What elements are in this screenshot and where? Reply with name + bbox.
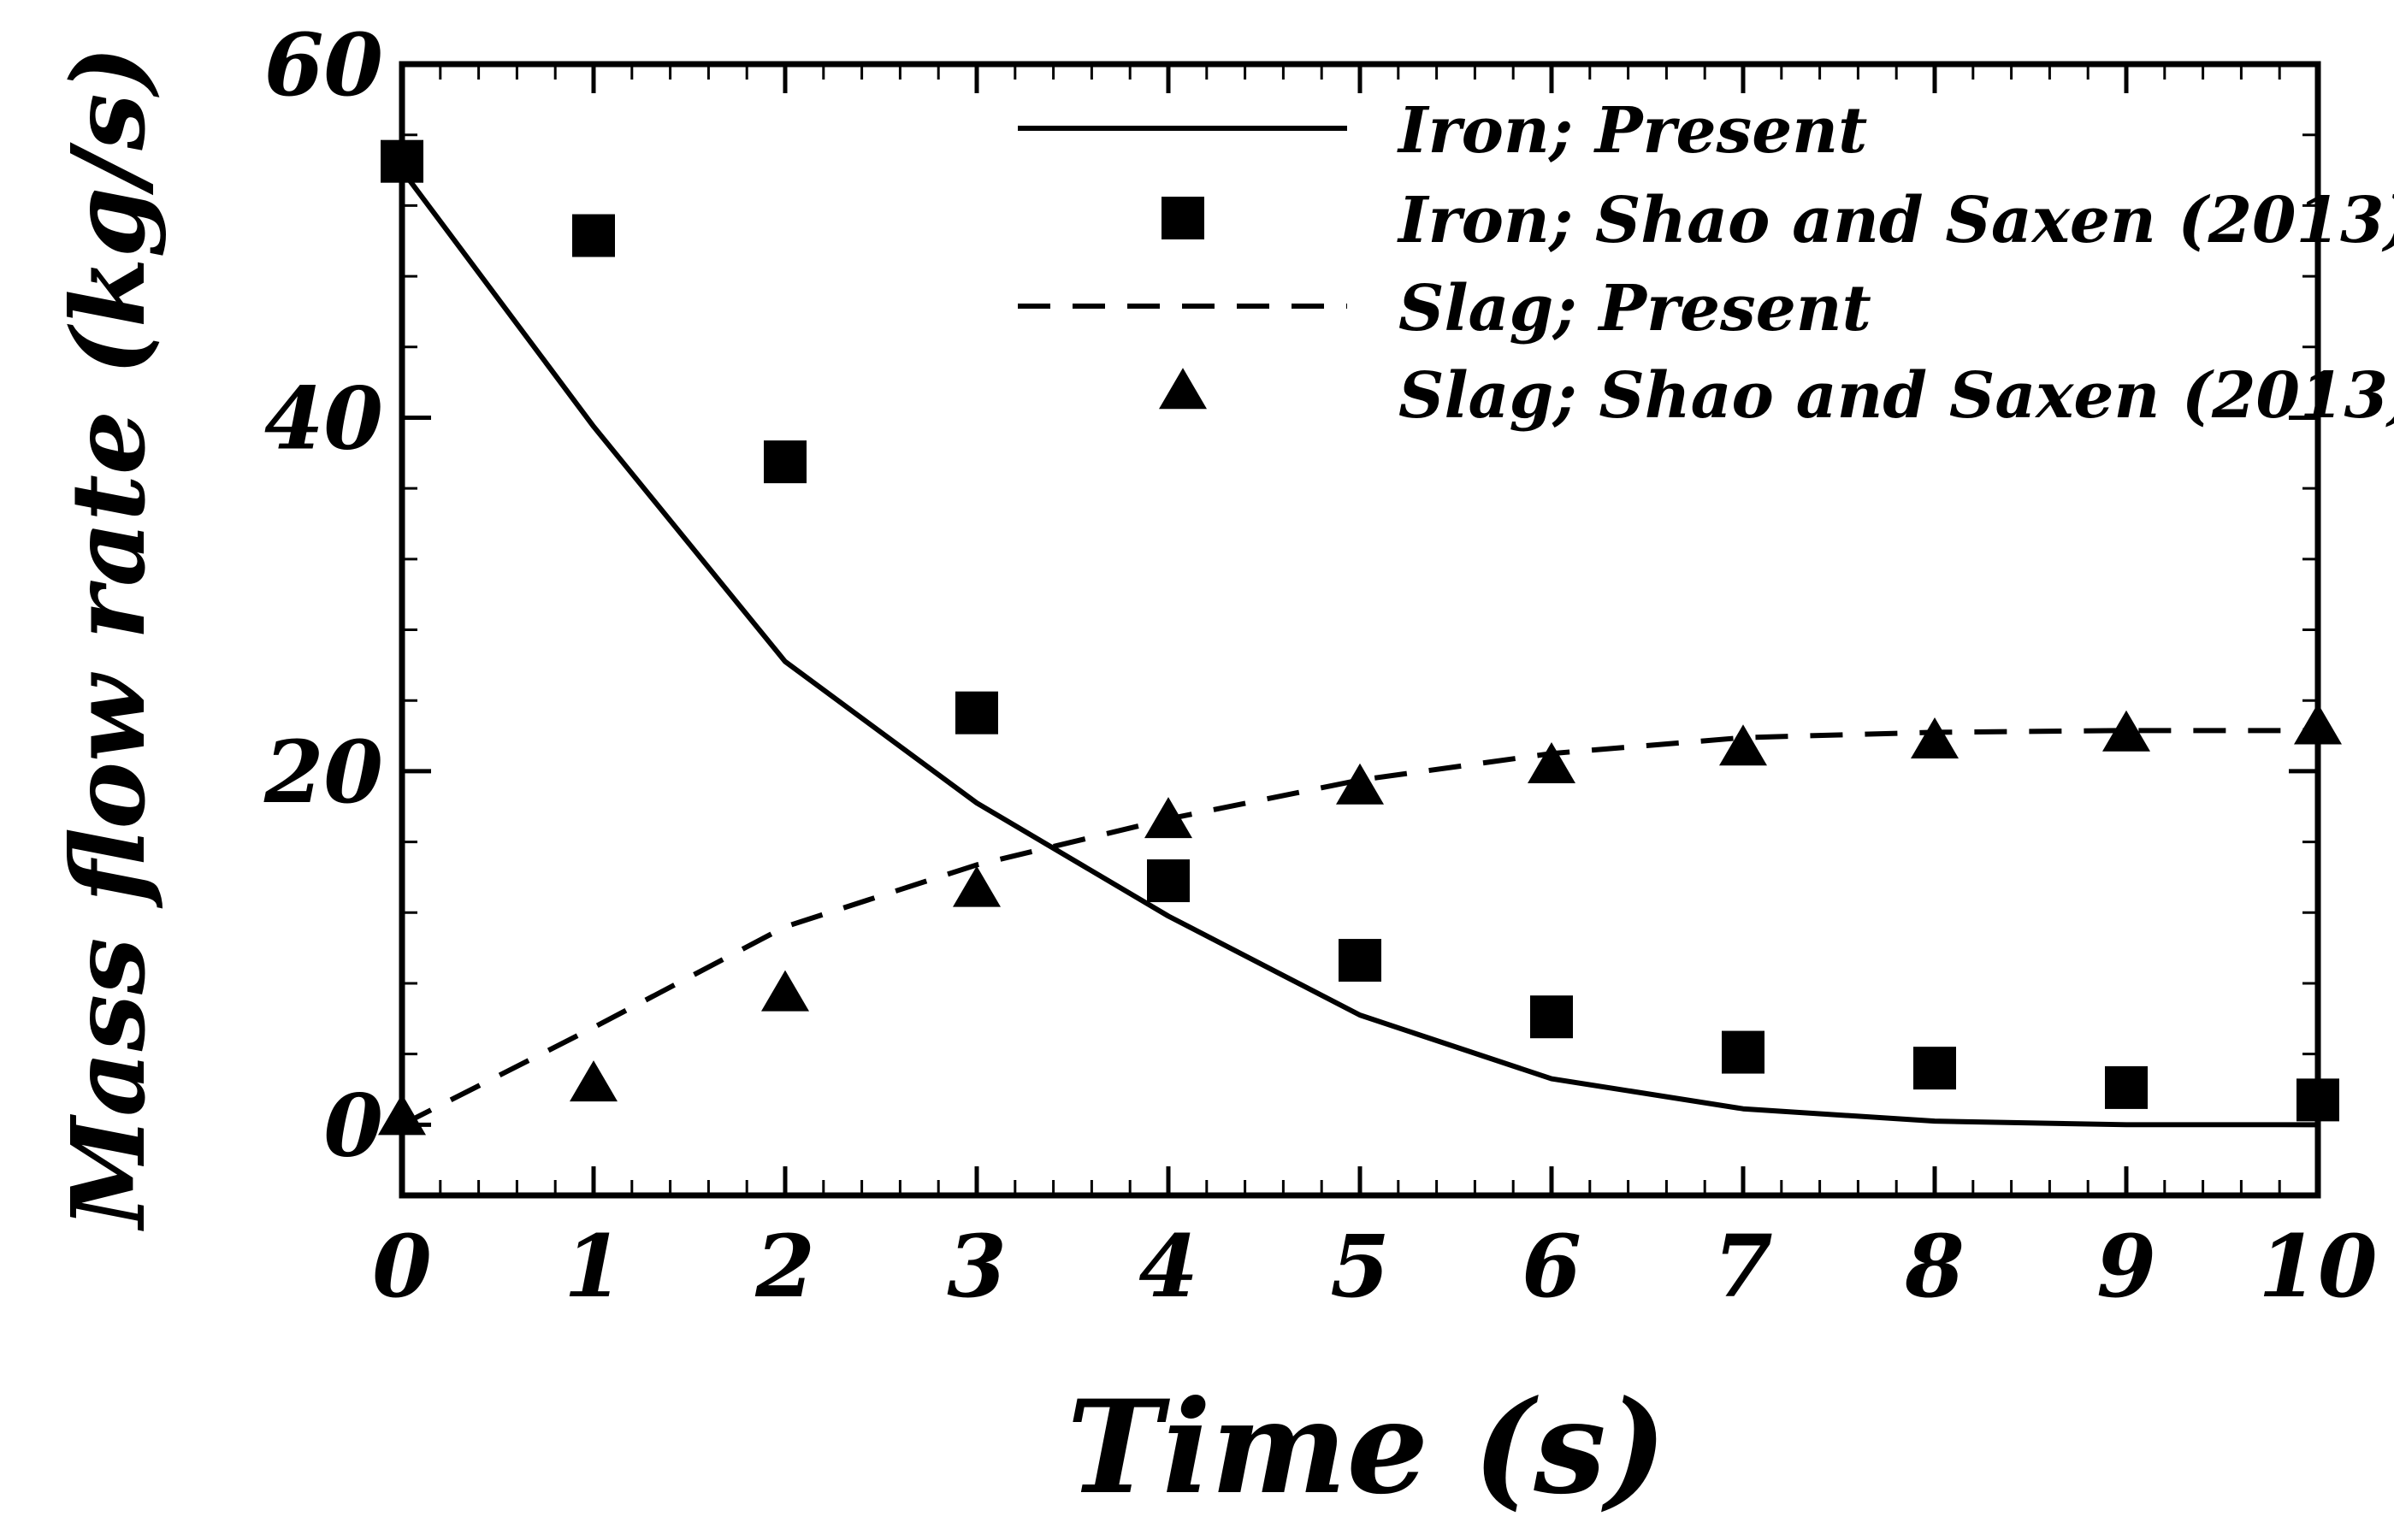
data-point-iron-shao-and-saxen-2013: [1722, 1030, 1764, 1074]
data-point-slag-shao-and-saxen-2013: [2294, 703, 2342, 745]
x-axis-label: Time (s): [1067, 1372, 1666, 1523]
x-tick-label: 6: [1522, 1216, 1581, 1317]
data-point-iron-shao-and-saxen-2013: [764, 440, 807, 484]
data-point-slag-shao-and-saxen-2013: [1336, 763, 1384, 805]
x-tick-label: 10: [2258, 1216, 2377, 1317]
data-point-iron-shao-and-saxen-2013: [572, 214, 615, 257]
x-tick-label: 9: [2096, 1216, 2156, 1317]
data-point-slag-shao-and-saxen-2013: [1528, 741, 1575, 783]
x-tick-label: 4: [1138, 1216, 1198, 1317]
x-tick-label: 3: [947, 1216, 1007, 1317]
data-point-slag-shao-and-saxen-2013: [953, 865, 1001, 907]
legend: Iron; Present Iron; Shao and Saxen (2013)…: [1018, 94, 2394, 433]
data-point-slag-shao-and-saxen-2013: [2102, 710, 2150, 752]
legend-label-slag-shao-and-saxen-2013: Slag; Shao and Saxen (2013): [1398, 359, 2394, 433]
data-point-iron-shao-and-saxen-2013: [2296, 1078, 2339, 1122]
series-lines: [399, 168, 2318, 1128]
data-point-iron-shao-and-saxen-2013: [2105, 1065, 2148, 1109]
legend-marker-slag-shao-and-saxen-2013: [1159, 368, 1207, 410]
legend-label-slag-present: Slag; Present: [1398, 272, 1871, 345]
legend-marker-iron-shao-and-saxen-2013: [1162, 197, 1204, 239]
x-tick-label: 8: [1904, 1216, 1965, 1317]
data-point-iron-shao-and-saxen-2013: [955, 691, 998, 735]
data-point-iron-shao-and-saxen-2013: [1913, 1047, 1956, 1090]
data-point-slag-shao-and-saxen-2013: [1719, 724, 1767, 766]
legend-label-iron-shao-and-saxen-2013: Iron; Shao and Saxen (2013): [1397, 184, 2394, 257]
series-line-iron-present: [399, 168, 2318, 1128]
data-point-slag-shao-and-saxen-2013: [1911, 717, 1959, 759]
y-axis-label: Mass flow rate (kg/s): [49, 46, 168, 1232]
data-point-slag-shao-and-saxen-2013: [570, 1060, 618, 1102]
y-tick-label: 0: [323, 1075, 383, 1176]
x-tick-label: 2: [754, 1216, 815, 1317]
data-point-slag-shao-and-saxen-2013: [378, 1094, 426, 1136]
y-tick-label: 60: [264, 15, 383, 115]
x-tick-label: 0: [372, 1216, 432, 1317]
legend-label-iron-present: Iron; Present: [1397, 94, 1867, 168]
data-point-iron-shao-and-saxen-2013: [1530, 995, 1573, 1039]
y-tick-label: 40: [264, 368, 383, 469]
series-line-slag-present: [400, 728, 2318, 1127]
series-markers: [378, 139, 2342, 1136]
tick-labels: 0 1 2 3 4 5 6 7 8 9 10 0 20 40 60: [263, 15, 2378, 1317]
axis-ticks: [399, 62, 2320, 1195]
data-point-slag-shao-and-saxen-2013: [761, 970, 809, 1012]
data-point-iron-shao-and-saxen-2013: [1147, 859, 1190, 903]
data-point-slag-shao-and-saxen-2013: [1144, 797, 1192, 839]
data-point-iron-shao-and-saxen-2013: [381, 139, 423, 183]
x-tick-label: 1: [564, 1216, 624, 1317]
x-tick-label: 7: [1713, 1216, 1773, 1317]
data-point-iron-shao-and-saxen-2013: [1339, 939, 1381, 982]
y-tick-label: 20: [263, 722, 383, 823]
x-tick-label: 5: [1330, 1216, 1390, 1317]
